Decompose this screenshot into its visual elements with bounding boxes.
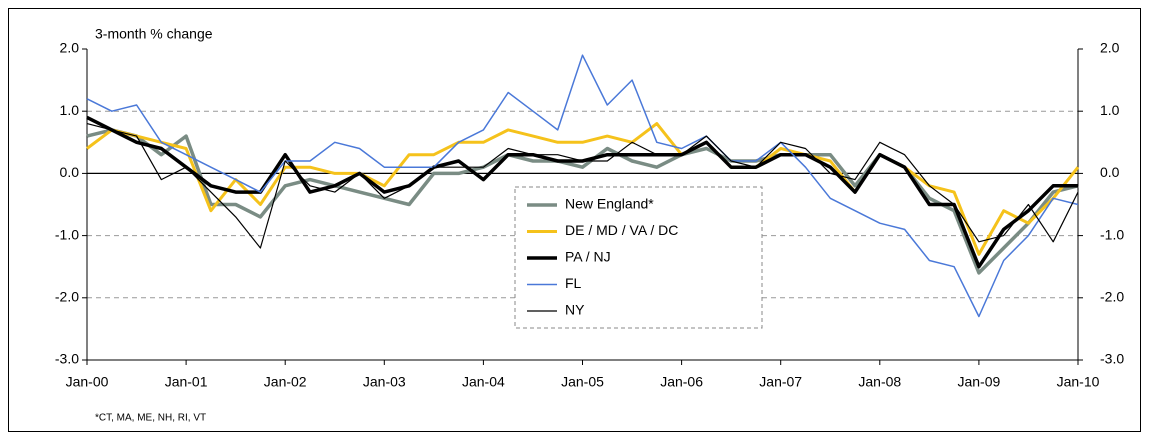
- y2-tick-label: -3.0: [1100, 351, 1124, 367]
- legend-label: New England*: [565, 196, 654, 212]
- legend-box: [514, 186, 763, 329]
- x-tick-label: Jan-07: [759, 374, 802, 390]
- x-tick-label: Jan-06: [660, 374, 703, 390]
- y2-tick-label: 2.0: [1100, 40, 1120, 56]
- x-tick-label: Jan-09: [957, 374, 1000, 390]
- x-tick-label: Jan-03: [363, 374, 406, 390]
- frame: [8, 8, 1141, 432]
- y-tick-label: -1.0: [55, 226, 79, 242]
- x-tick-label: Jan-08: [858, 374, 901, 390]
- y-tick-label: 2.0: [60, 40, 80, 56]
- x-tick-label: Jan-05: [561, 374, 604, 390]
- x-tick-label: Jan-00: [66, 374, 109, 390]
- x-tick-label: Jan-01: [165, 374, 208, 390]
- y-tick-label: -3.0: [55, 351, 79, 367]
- y-axis-label: 3-month % change: [95, 26, 213, 42]
- x-tick-label: Jan-04: [462, 374, 505, 390]
- legend-label: FL: [565, 275, 582, 291]
- y2-tick-label: 1.0: [1100, 102, 1120, 118]
- y2-tick-label: 0.0: [1100, 164, 1120, 180]
- legend-label: PA / NJ: [565, 249, 611, 265]
- series-line: [86, 122, 1080, 256]
- y2-tick-label: -1.0: [1100, 226, 1124, 242]
- footnote: *CT, MA, ME, NH, RI, VT: [95, 413, 206, 424]
- series-line: [86, 123, 1079, 249]
- legend-label: DE / MD / VA / DC: [565, 222, 678, 238]
- x-tick-label: Jan-02: [264, 374, 307, 390]
- y-tick-label: -2.0: [55, 289, 79, 305]
- legend-label: NY: [565, 302, 585, 318]
- y2-tick-label: -2.0: [1100, 289, 1124, 305]
- x-tick-label: Jan-10: [1057, 374, 1100, 390]
- y-tick-label: 1.0: [60, 102, 80, 118]
- series-line: [86, 54, 1079, 318]
- y-tick-label: 0.0: [60, 164, 80, 180]
